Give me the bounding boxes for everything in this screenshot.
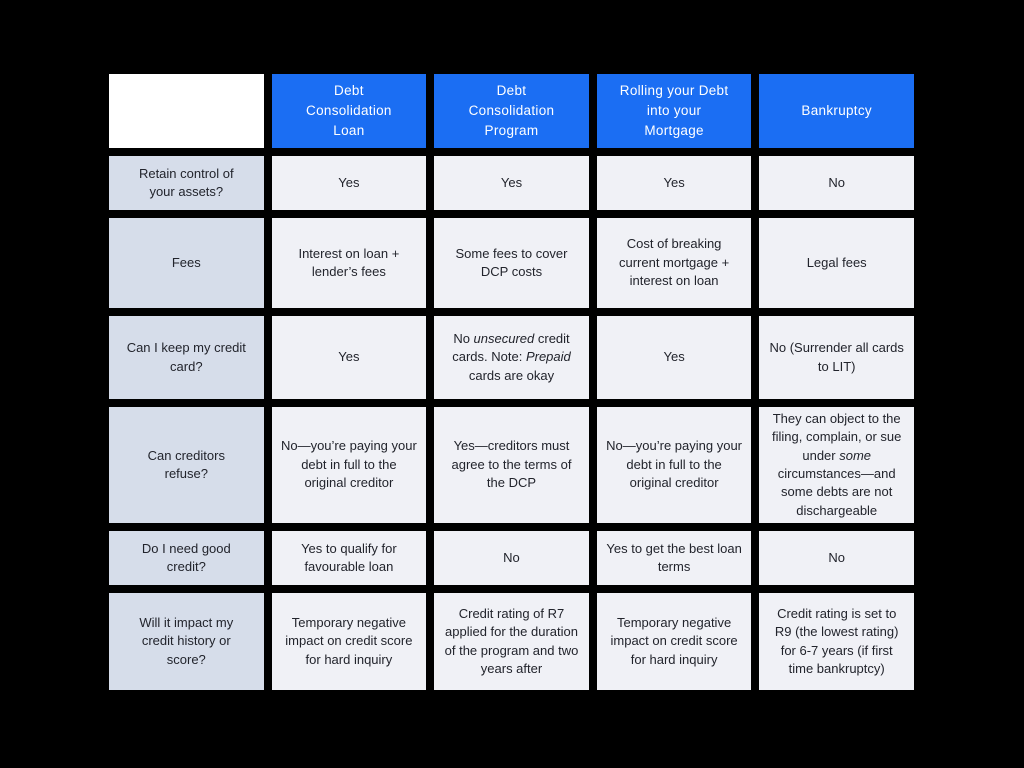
table-cell: Credit rating of R7 applied for the dura…: [434, 593, 589, 690]
table-cell: Legal fees: [759, 218, 914, 308]
table-cell: Yes—creditors must agree to the terms of…: [434, 407, 589, 523]
table-cell: Yes: [596, 316, 752, 399]
column-header-debt-consolidation-program: Debt Consolidation Program: [434, 74, 589, 148]
row-label-impact-credit-history: Will it impact my credit history or scor…: [109, 593, 264, 690]
row-label-retain-control: Retain control of your assets?: [109, 156, 264, 210]
table-cell: No (Surrender all cards to LIT): [759, 316, 914, 399]
table-cell: Temporary negative impact on credit scor…: [271, 593, 427, 690]
table-cell: They can object to the filing, complain,…: [759, 407, 914, 523]
table-cell: No—you’re paying your debt in full to th…: [596, 407, 752, 523]
table-cell: Yes to get the best loan terms: [596, 531, 752, 585]
comparison-table: Debt Consolidation Loan Debt Consolidati…: [109, 74, 914, 690]
table-cell: Yes: [271, 156, 427, 210]
table-cell: Credit rating is set to R9 (the lowest r…: [759, 593, 914, 690]
row-label-need-good-credit: Do I need good credit?: [109, 531, 264, 585]
corner-cell: [109, 74, 264, 148]
table-cell: No: [759, 156, 914, 210]
table-cell: Temporary negative impact on credit scor…: [596, 593, 752, 690]
column-header-bankruptcy: Bankruptcy: [759, 74, 914, 148]
table-cell: Yes: [596, 156, 752, 210]
table-cell: No—you’re paying your debt in full to th…: [271, 407, 427, 523]
table-cell: Yes: [271, 316, 427, 399]
row-label-fees: Fees: [109, 218, 264, 308]
column-header-rolling-debt-into-mortgage: Rolling your Debt into your Mortgage: [596, 74, 752, 148]
table-cell: Interest on loan + lender’s fees: [271, 218, 427, 308]
row-label-keep-credit-card: Can I keep my credit card?: [109, 316, 264, 399]
row-label-creditors-refuse: Can creditors refuse?: [109, 407, 264, 523]
table-cell: No: [759, 531, 914, 585]
table-cell: Yes: [434, 156, 589, 210]
column-header-debt-consolidation-loan: Debt Consolidation Loan: [271, 74, 427, 148]
table-cell: No unsecured credit cards. Note: Prepaid…: [434, 316, 589, 399]
table-cell: No: [434, 531, 589, 585]
table-cell: Cost of breaking current mortgage + inte…: [596, 218, 752, 308]
table-cell: Some fees to cover DCP costs: [434, 218, 589, 308]
table-cell: Yes to qualify for favourable loan: [271, 531, 427, 585]
